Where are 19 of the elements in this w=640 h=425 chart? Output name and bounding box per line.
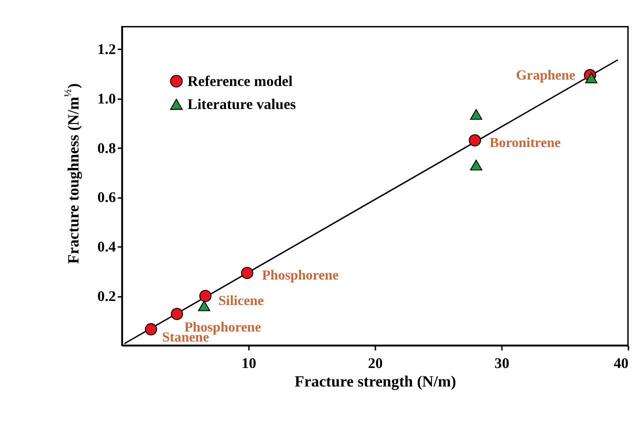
x-tick-label: 40 xyxy=(614,356,628,372)
legend-label: Reference model xyxy=(187,74,293,90)
y-tick-label: 1.2 xyxy=(97,42,116,58)
y-tick-label: 0.2 xyxy=(97,289,116,306)
x-axis-title: Fracture strength (N/m) xyxy=(294,373,456,390)
annotation: Boronitrene xyxy=(490,134,561,150)
y-tick-label: 1.0 xyxy=(97,91,116,108)
annotation: Phosphorene xyxy=(184,320,261,335)
x-tick-label: 10 xyxy=(242,356,256,372)
y-axis-title: Fracture toughness (N/m½) xyxy=(63,83,82,264)
annotation: Phosphorene xyxy=(262,267,339,282)
x-tick-label: 30 xyxy=(494,356,510,372)
x-tick-label: 20 xyxy=(368,356,383,372)
annotation: Silicene xyxy=(218,293,264,308)
y-tick-label: 0.4 xyxy=(97,240,117,256)
y-tick-label: 0.6 xyxy=(97,190,116,206)
y-tick-label: 0.8 xyxy=(97,140,116,157)
legend-label: Literature values xyxy=(187,96,296,113)
annotation: Graphene xyxy=(516,68,576,83)
